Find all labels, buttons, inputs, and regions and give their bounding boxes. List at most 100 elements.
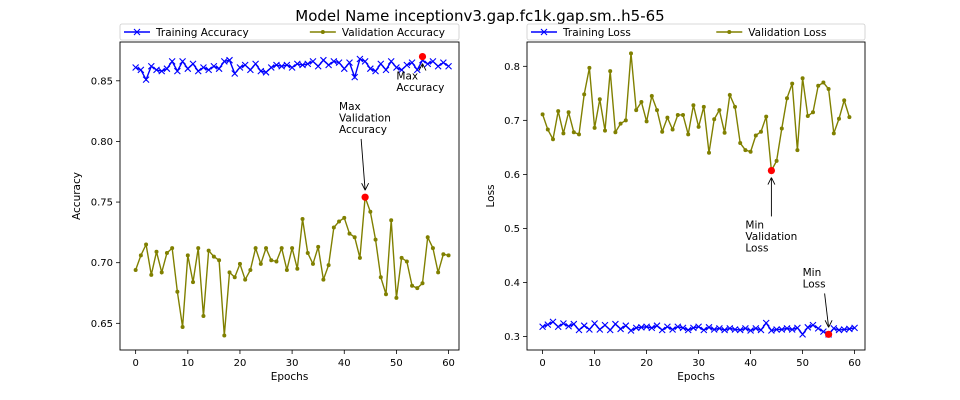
data-point <box>623 118 628 123</box>
data-point <box>189 60 197 68</box>
data-point <box>175 289 180 294</box>
data-point <box>387 58 395 65</box>
data-point <box>800 76 805 81</box>
data-point <box>351 73 359 81</box>
data-point <box>669 326 676 333</box>
data-point <box>206 248 211 253</box>
data-point <box>629 51 633 56</box>
data-point <box>551 137 555 142</box>
highlight-point <box>825 330 833 338</box>
data-point <box>366 65 374 73</box>
data-point <box>778 326 786 333</box>
data-point <box>733 104 737 109</box>
data-point <box>295 266 300 271</box>
figure-title: Model Name inceptionv3.gap.fc1k.gap.sm..… <box>295 7 664 25</box>
data-point <box>809 321 817 329</box>
legend-swatch-marker <box>540 28 548 36</box>
series-validation <box>540 51 852 173</box>
data-point <box>211 254 216 259</box>
x-tick-label: 30 <box>692 358 705 369</box>
data-point <box>674 323 682 331</box>
arrow-head <box>824 320 833 328</box>
data-point <box>446 253 451 258</box>
y-tick-label: 0.80 <box>91 137 113 148</box>
data-point <box>368 209 373 214</box>
y-tick-label: 0.70 <box>91 258 113 269</box>
data-point <box>597 97 602 102</box>
data-point <box>716 324 723 332</box>
series-validation <box>133 195 451 338</box>
data-point <box>430 246 435 251</box>
data-point <box>587 65 592 70</box>
data-point <box>675 112 680 117</box>
annotation-label: Max Accuracy <box>396 71 444 95</box>
data-point <box>830 324 838 332</box>
data-point <box>601 321 609 329</box>
x-tick-label: 50 <box>796 358 809 369</box>
data-point <box>644 119 649 124</box>
data-point <box>545 127 550 132</box>
data-point <box>679 324 687 332</box>
data-point <box>342 215 347 220</box>
x-tick-label: 60 <box>848 358 861 369</box>
data-point <box>205 66 213 74</box>
x-tick-label: 30 <box>286 358 299 369</box>
data-point <box>133 267 138 272</box>
data-point <box>226 56 233 64</box>
data-point <box>655 108 659 113</box>
data-point <box>361 58 369 65</box>
data-point <box>413 66 421 74</box>
data-point <box>153 66 160 74</box>
data-point <box>695 323 702 331</box>
x-tick-label: 10 <box>181 358 194 369</box>
legend-box <box>526 23 866 41</box>
legend-swatch-marker <box>727 30 732 34</box>
annotation-label: Min Loss <box>803 267 826 291</box>
data-point <box>696 124 701 129</box>
data-point <box>372 67 379 75</box>
data-point <box>779 126 784 131</box>
data-point <box>314 62 322 70</box>
data-point <box>721 326 728 334</box>
data-point <box>773 326 780 333</box>
data-point <box>705 323 713 331</box>
legend-box <box>119 23 460 41</box>
data-point <box>279 246 284 251</box>
series-line <box>542 321 855 336</box>
data-point <box>851 324 858 332</box>
data-point <box>842 98 847 103</box>
data-point <box>290 246 295 251</box>
y-tick-label: 0.8 <box>504 62 520 73</box>
data-point <box>283 61 291 69</box>
data-point <box>164 250 169 255</box>
data-point <box>774 158 779 163</box>
data-point <box>138 253 143 258</box>
y-tick-label: 0.6 <box>504 170 520 181</box>
data-point <box>180 324 185 329</box>
data-point <box>158 67 166 75</box>
legend-label: Training Accuracy <box>155 27 249 39</box>
data-point <box>622 322 630 330</box>
data-point <box>717 108 722 113</box>
data-point <box>795 148 800 153</box>
data-point <box>262 68 270 76</box>
data-point <box>759 129 763 134</box>
data-point <box>821 80 826 85</box>
data-point <box>582 92 587 97</box>
data-point <box>570 320 578 328</box>
data-point <box>210 62 218 70</box>
data-point <box>236 64 244 71</box>
data-point <box>300 217 305 222</box>
data-point <box>603 128 607 133</box>
data-point <box>738 141 743 146</box>
data-point <box>132 64 140 71</box>
y-tick-label: 0.5 <box>504 224 520 235</box>
data-point <box>700 326 708 334</box>
data-point <box>389 218 394 223</box>
legend-label: Training Loss <box>562 27 631 39</box>
data-point <box>231 70 239 77</box>
x-tick-label: 40 <box>744 358 757 369</box>
data-point <box>649 94 654 99</box>
data-point <box>246 66 254 74</box>
data-point <box>159 270 164 275</box>
